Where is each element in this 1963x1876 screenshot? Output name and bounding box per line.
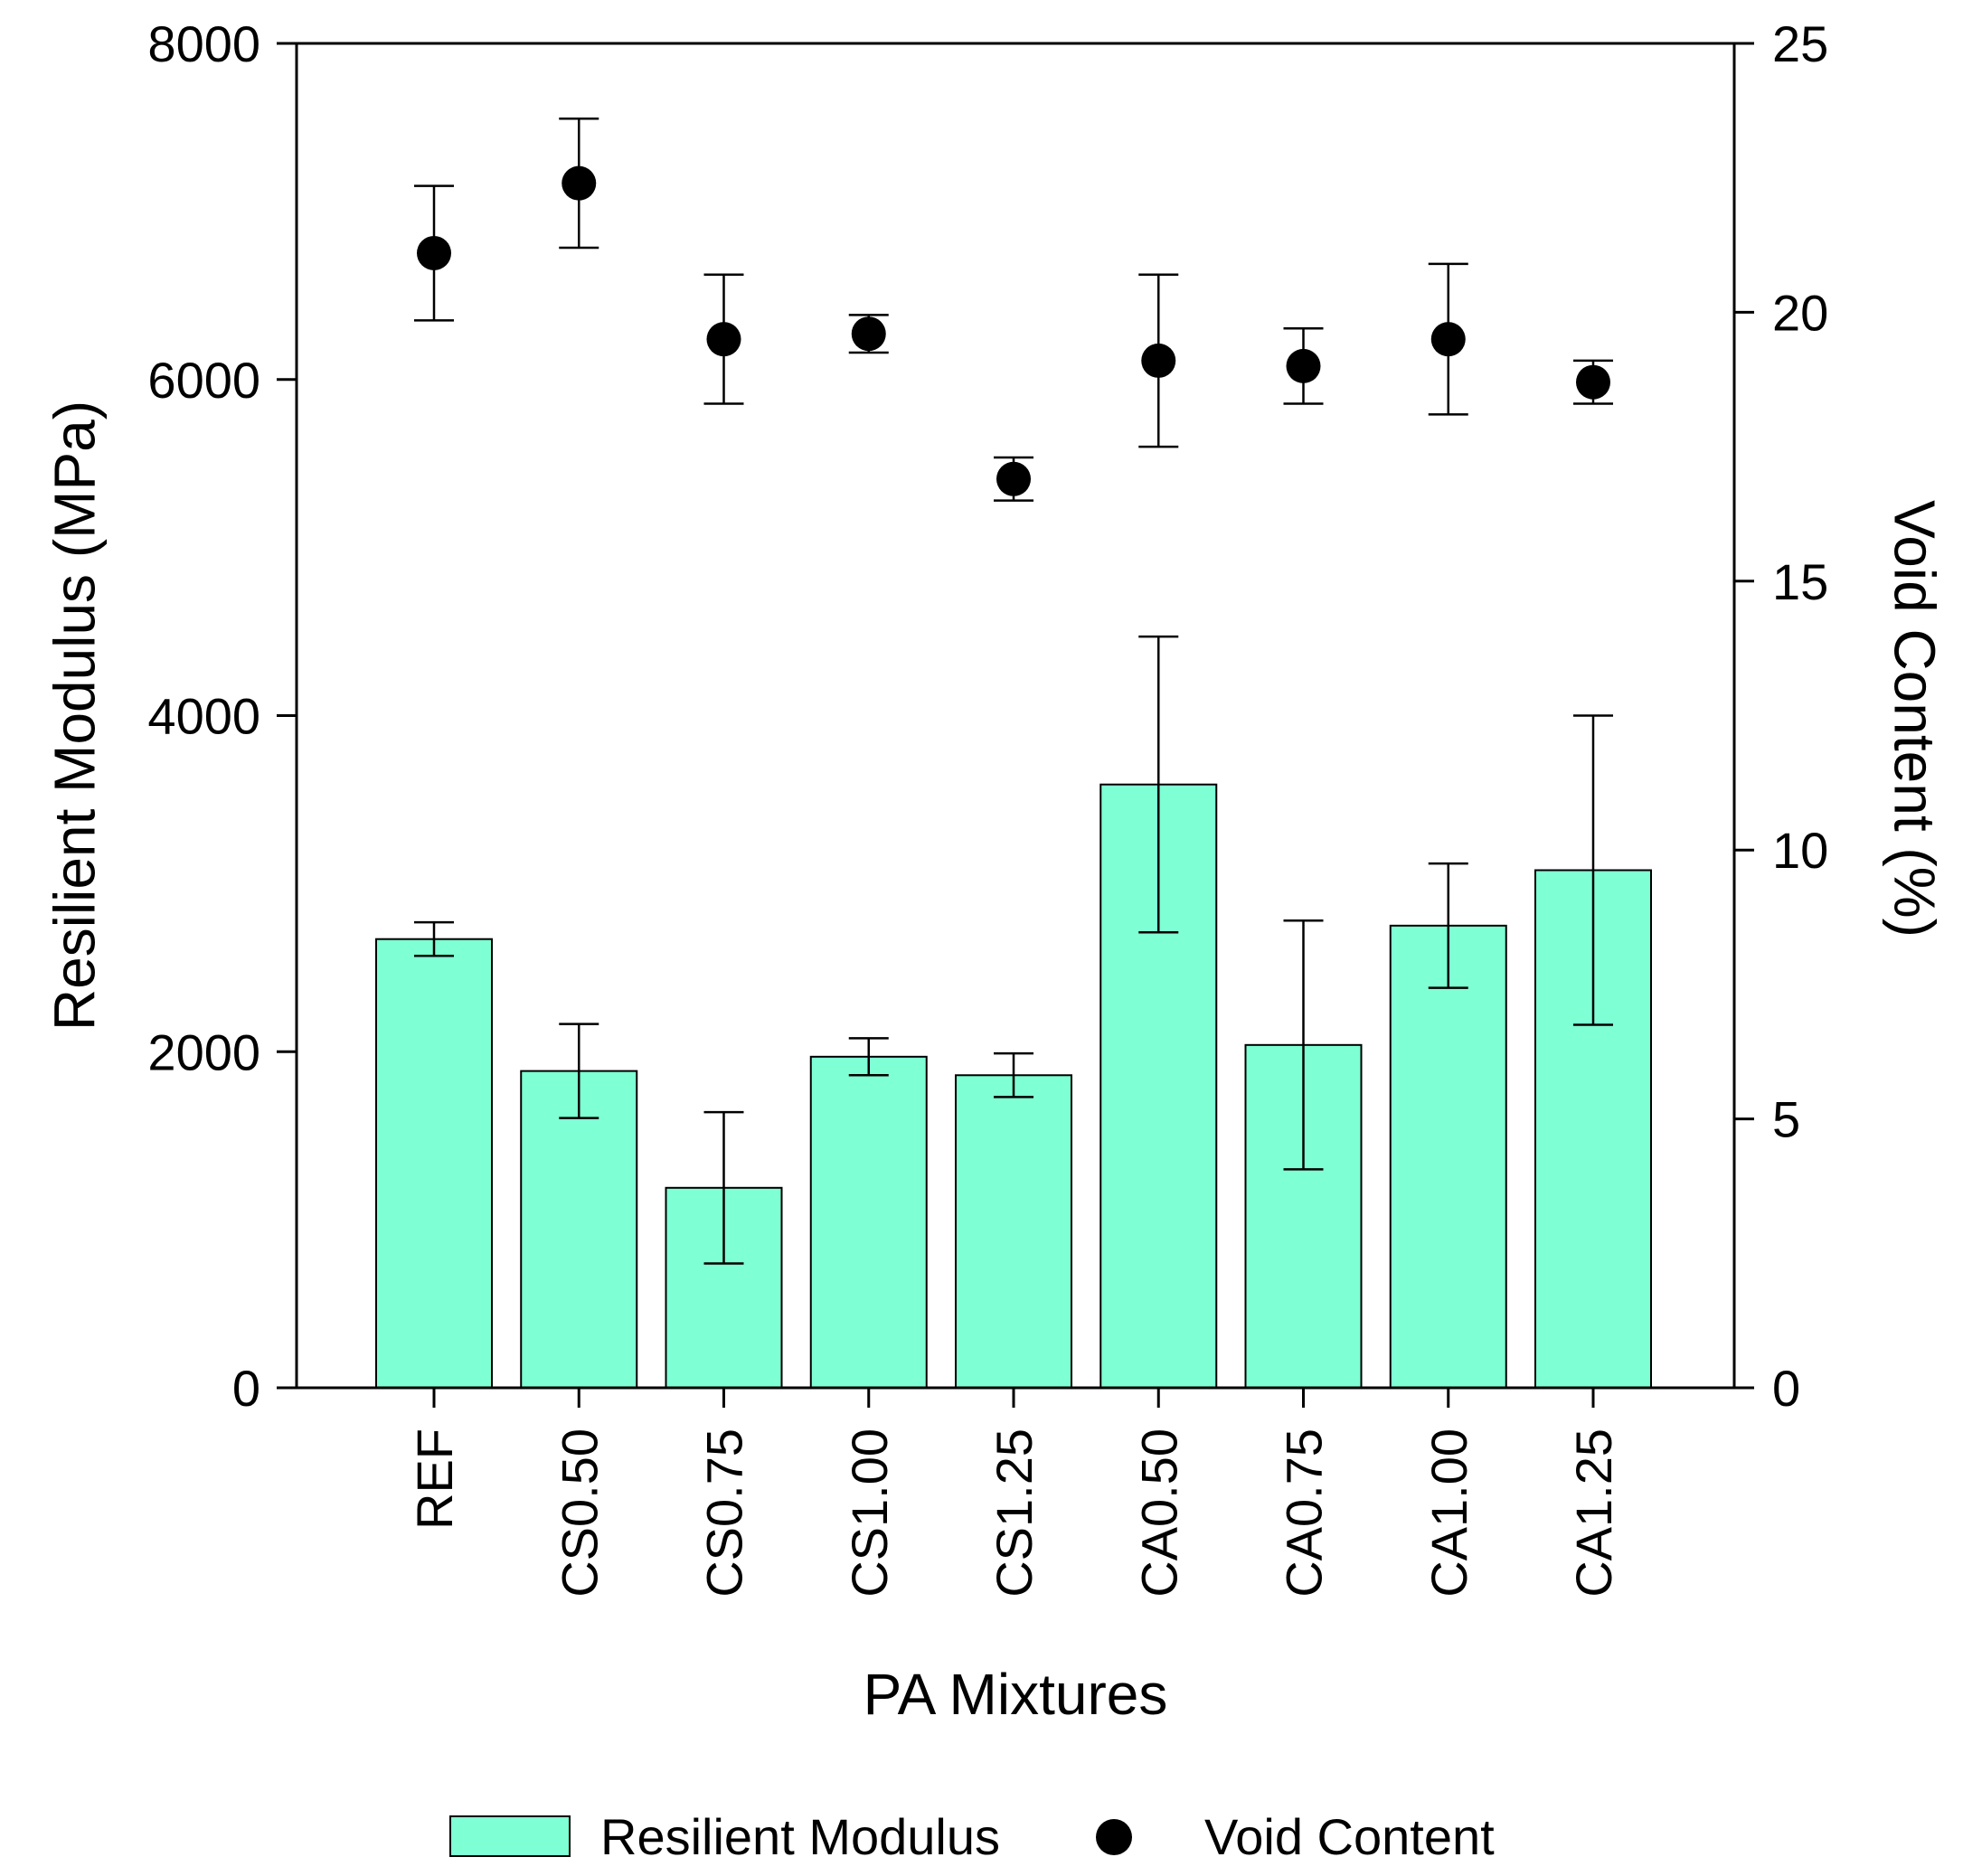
right-y-tick-label: 15	[1772, 553, 1828, 610]
left-y-tick-label: 8000	[147, 15, 260, 72]
left-y-tick-label: 0	[232, 1360, 260, 1417]
x-axis-title: PA Mixtures	[864, 1662, 1168, 1727]
error-bar	[848, 1037, 889, 1077]
error-bar	[994, 1051, 1033, 1098]
point-ca0-50	[1141, 343, 1176, 378]
point-ca1-25	[1576, 364, 1610, 400]
points-layer	[417, 165, 1610, 496]
legend-swatch-void-content	[1096, 1819, 1132, 1855]
error-bar	[414, 920, 454, 957]
error-bar	[1573, 714, 1613, 1026]
point-ca1-00	[1430, 322, 1466, 357]
point-cs0-50	[562, 165, 597, 201]
point-ref	[417, 235, 451, 270]
error-bar	[1138, 635, 1179, 934]
left-y-tick-label: 4000	[147, 688, 260, 745]
point-cs1-00	[851, 316, 886, 352]
legend-swatch-resilient-modulus	[449, 1815, 571, 1857]
left-y-tick-label: 2000	[147, 1023, 260, 1080]
bar-ca1-00	[1389, 924, 1507, 1389]
error-bar	[1428, 862, 1468, 989]
bar-ref	[375, 938, 493, 1389]
right-y-tick-label: 0	[1772, 1360, 1800, 1417]
error-bar	[559, 1023, 599, 1119]
x-tick-label: CA1.25	[1565, 1428, 1622, 1598]
legend-label-resilient-modulus: Resilient Modulus	[600, 1808, 1000, 1865]
left-y-tick-label: 6000	[147, 352, 260, 409]
legend-label-void-content: Void Content	[1204, 1808, 1495, 1865]
point-cs1-25	[996, 461, 1031, 496]
x-tick-label: CS0.75	[696, 1428, 753, 1598]
left-y-axis-title: Resilient Modulus (MPa)	[42, 401, 107, 1031]
right-y-tick-label: 10	[1772, 822, 1828, 879]
x-tick-label: CA0.75	[1276, 1428, 1333, 1598]
point-cs0-75	[706, 322, 741, 357]
right-y-tick-label: 25	[1772, 15, 1828, 72]
error-bar	[703, 1110, 744, 1265]
bar-cs0-50	[520, 1070, 638, 1389]
bar-cs1-25	[955, 1074, 1072, 1389]
right-y-tick-label: 5	[1772, 1091, 1800, 1148]
ticks-layer: 0 2000 4000 6000 8000 0 5 10 15 20 25 REF CS0.50 CS0.…	[147, 15, 1828, 1598]
legend: Resilient Modulus Void Content	[449, 1808, 1495, 1865]
x-tick-label: CA0.50	[1130, 1428, 1187, 1598]
x-tick-label: CA1.00	[1420, 1428, 1477, 1598]
x-tick-label: CS0.50	[551, 1428, 608, 1598]
x-tick-label: REF	[406, 1428, 463, 1530]
right-y-axis-title: Void Content (%)	[1883, 500, 1948, 938]
x-tick-label: CS1.25	[986, 1428, 1043, 1598]
point-ca0-75	[1286, 348, 1321, 383]
bar-cs1-00	[809, 1055, 928, 1390]
x-tick-label: CS1.00	[841, 1428, 898, 1598]
error-bar	[1283, 919, 1324, 1171]
right-y-tick-label: 20	[1772, 284, 1828, 341]
